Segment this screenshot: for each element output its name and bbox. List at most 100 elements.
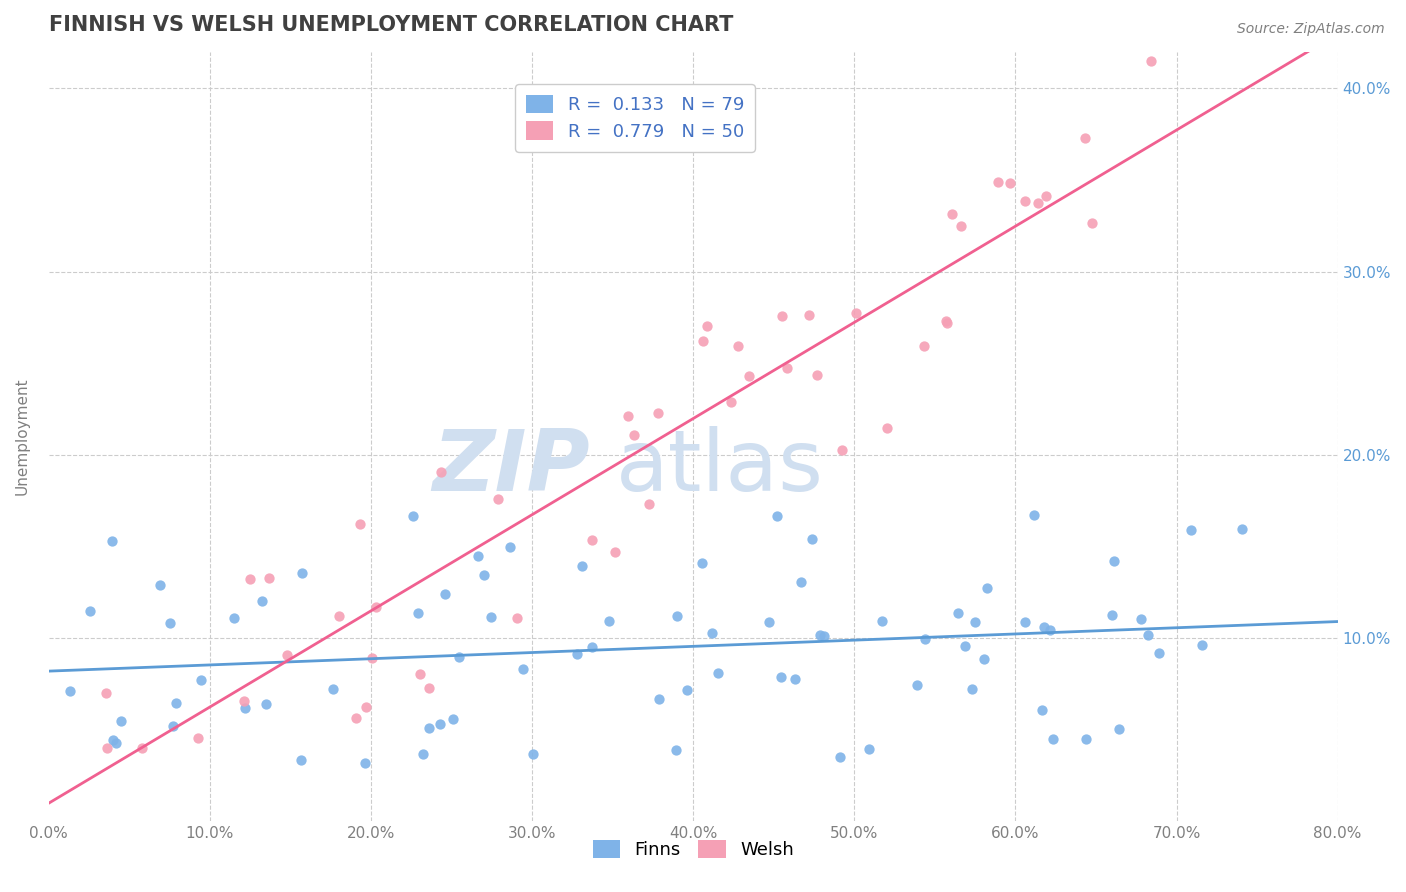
Legend: R =  0.133   N = 79, R =  0.779   N = 50: R = 0.133 N = 79, R = 0.779 N = 50 [516, 84, 755, 152]
Point [905, 678, 928, 692]
Point [949, 219, 972, 233]
Point [409, 667, 432, 681]
Point [505, 611, 527, 625]
Point [808, 628, 831, 642]
Point [276, 648, 298, 663]
Point [233, 701, 256, 715]
Point [96, 741, 118, 756]
Point [479, 609, 502, 624]
Point [700, 626, 723, 640]
Point [429, 716, 451, 731]
Point [1073, 131, 1095, 145]
Point [598, 614, 620, 628]
Point [1035, 188, 1057, 202]
Point [224, 611, 246, 625]
Point [1080, 216, 1102, 230]
Point [813, 629, 835, 643]
Point [565, 647, 588, 661]
Point [1180, 523, 1202, 537]
Point [58, 684, 80, 698]
Point [131, 741, 153, 756]
Point [1022, 508, 1045, 523]
Text: atlas: atlas [616, 426, 824, 509]
Point [876, 420, 898, 434]
Point [418, 722, 440, 736]
Point [1076, 732, 1098, 747]
Point [571, 558, 593, 573]
Point [1137, 628, 1160, 642]
Point [800, 533, 823, 547]
Point [623, 428, 645, 442]
Point [664, 743, 686, 757]
Point [665, 609, 688, 624]
Point [290, 753, 312, 767]
Point [353, 756, 375, 770]
Point [675, 682, 697, 697]
Point [1147, 647, 1170, 661]
Point [960, 681, 983, 696]
Point [1032, 620, 1054, 634]
Text: FINNISH VS WELSH UNEMPLOYMENT CORRELATION CHART: FINNISH VS WELSH UNEMPLOYMENT CORRELATIO… [49, 15, 733, 35]
Point [720, 395, 742, 409]
Point [349, 516, 371, 531]
Point [946, 606, 969, 620]
Point [256, 698, 278, 712]
Point [486, 492, 509, 507]
Point [356, 699, 378, 714]
Point [110, 714, 132, 728]
Point [1140, 54, 1163, 68]
Point [402, 508, 425, 523]
Point [232, 694, 254, 708]
Point [79, 604, 101, 618]
Point [472, 568, 495, 582]
Point [770, 309, 793, 323]
Point [1042, 731, 1064, 746]
Point [758, 615, 780, 630]
Point [603, 544, 626, 558]
Point [100, 534, 122, 549]
Point [696, 319, 718, 334]
Point [322, 682, 344, 697]
Point [449, 649, 471, 664]
Point [690, 557, 713, 571]
Point [799, 308, 821, 322]
Point [522, 747, 544, 761]
Point [870, 615, 893, 629]
Y-axis label: Unemployment: Unemployment [15, 378, 30, 495]
Point [344, 711, 367, 725]
Point [581, 640, 603, 655]
Point [441, 712, 464, 726]
Point [1031, 703, 1053, 717]
Point [162, 719, 184, 733]
Point [831, 443, 853, 458]
Point [1039, 623, 1062, 637]
Point [845, 306, 868, 320]
Text: ZIP: ZIP [433, 426, 591, 509]
Point [790, 575, 813, 590]
Point [617, 409, 640, 424]
Point [412, 747, 434, 761]
Point [998, 176, 1021, 190]
Text: Source: ZipAtlas.com: Source: ZipAtlas.com [1237, 22, 1385, 37]
Point [638, 497, 661, 511]
Point [1014, 615, 1036, 629]
Point [987, 175, 1010, 189]
Point [1014, 194, 1036, 208]
Point [785, 673, 807, 687]
Point [361, 650, 384, 665]
Point [914, 632, 936, 647]
Point [512, 662, 534, 676]
Point [328, 608, 350, 623]
Point [941, 207, 963, 221]
Point [1101, 608, 1123, 623]
Point [187, 731, 209, 745]
Point [647, 406, 669, 420]
Point [912, 339, 935, 353]
Point [776, 360, 799, 375]
Point [830, 750, 852, 764]
Point [766, 508, 789, 523]
Point [1232, 522, 1254, 536]
Point [291, 566, 314, 581]
Point [963, 615, 986, 629]
Point [165, 696, 187, 710]
